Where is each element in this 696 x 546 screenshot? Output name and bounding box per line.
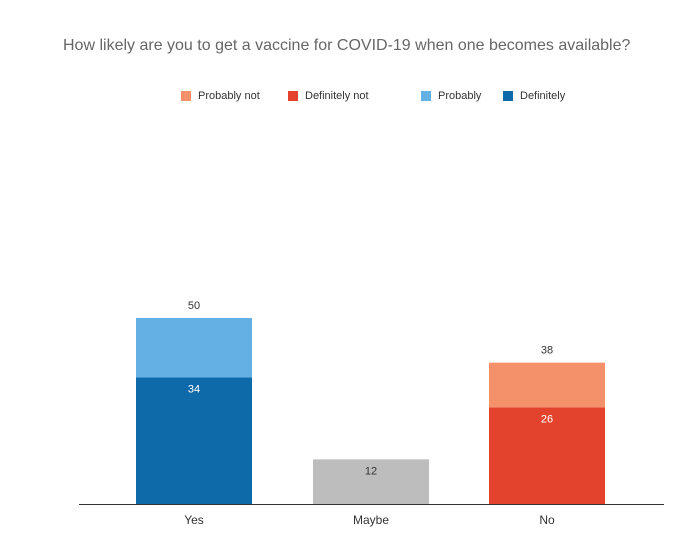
legend-item-definitely: Definitely [503,90,565,102]
chart-title: How likely are you to get a vaccine for … [63,37,631,54]
legend-label-definitely: Definitely [520,90,566,102]
legend-label-probably: Probably [438,90,482,102]
legend-swatch-probably [421,91,431,101]
legend-label-probably-not: Probably not [198,90,260,102]
bar-yes-definitely [136,377,252,504]
total-label-yes: 50 [188,300,200,312]
legend-swatch-definitely [503,91,513,101]
legend-swatch-definitely-not [288,91,298,101]
data-label-yes-definitely: 34 [188,384,200,396]
x-tick-label-no: No [539,513,555,527]
legend-item-probably-not: Probably not [181,90,260,102]
legend-label-definitely-not: Definitely not [305,90,369,102]
legend: Probably not Definitely not Probably Def… [0,90,696,106]
data-label-no-definitely-not: 26 [541,413,553,425]
bar-yes-probably [136,318,252,378]
x-tick-label-maybe: Maybe [353,513,389,527]
legend-swatch-probably-not [181,91,191,101]
legend-item-definitely-not: Definitely not [288,90,369,102]
data-label-maybe-maybe: 12 [365,465,377,477]
bar-maybe-maybe [313,459,429,504]
legend-item-probably: Probably [421,90,481,102]
x-tick-label-yes: Yes [184,513,204,527]
bar-no-definitely-not [489,407,605,504]
bar-no-probably-not [489,362,605,408]
total-label-no: 38 [541,345,553,357]
